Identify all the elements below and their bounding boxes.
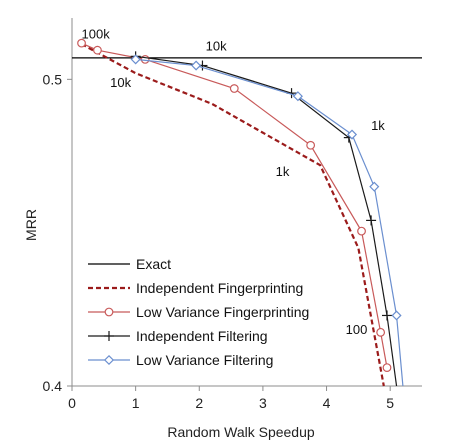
data-point — [229, 84, 239, 93]
x-tick-label: 2 — [195, 395, 203, 411]
legend-item: Low Variance Fingerprinting — [88, 304, 309, 320]
data-point — [306, 140, 316, 150]
series-line — [81, 42, 388, 368]
data-point — [346, 129, 358, 140]
x-axis-title: Random Walk Speedup — [167, 424, 315, 440]
data-point — [376, 327, 386, 337]
annotation-label: 10k — [206, 39, 227, 54]
data-point — [382, 363, 392, 373]
legend-item: Independent Fingerprinting — [88, 280, 303, 296]
data-point — [104, 331, 114, 341]
legend-item: Independent Filtering — [88, 328, 268, 344]
axes: 0 1 2 3 4 5 0.4 0.5 — [43, 18, 422, 411]
x-tick-label: 0 — [68, 395, 76, 411]
annotation-label: 1k — [276, 164, 290, 179]
legend-label: Exact — [136, 256, 171, 272]
data-point — [103, 354, 115, 366]
x-tick-label: 3 — [259, 395, 267, 411]
data-point — [292, 91, 303, 102]
legend-label: Independent Fingerprinting — [136, 280, 303, 296]
data-point — [130, 54, 141, 65]
y-axis-title: MRR — [23, 209, 39, 241]
x-tick-label: 5 — [386, 395, 394, 411]
legend-label: Low Variance Filtering — [136, 352, 273, 368]
annotation-label: 10k — [110, 75, 131, 90]
data-point — [357, 226, 366, 236]
series-layer — [72, 38, 422, 387]
x-tick-label: 1 — [132, 395, 140, 411]
data-point — [382, 310, 392, 321]
legend-label: Independent Filtering — [136, 328, 268, 344]
annotation-label: 1k — [371, 118, 385, 133]
legend: Exact Independent Fingerprinting Low Varia… — [88, 256, 309, 368]
data-point — [191, 60, 202, 71]
x-tick-label: 4 — [323, 395, 331, 411]
data-point — [366, 215, 377, 226]
data-point — [391, 310, 402, 321]
data-point — [369, 181, 380, 192]
y-tick-label: 0.4 — [43, 378, 63, 394]
annotation-label: 100k — [82, 27, 111, 42]
series-1 — [81, 43, 385, 387]
series-4 — [130, 54, 404, 387]
data-point — [77, 38, 86, 48]
legend-item: Low Variance Filtering — [88, 352, 273, 368]
series-line — [81, 43, 385, 387]
annotation-layer: 100k 10k 10k 1k 1k 100 — [82, 27, 386, 337]
legend-item: Exact — [88, 256, 171, 272]
annotation-label: 100 — [346, 322, 368, 337]
legend-label: Low Variance Fingerprinting — [136, 304, 309, 320]
data-point — [93, 45, 102, 55]
data-point — [104, 307, 114, 317]
y-tick-label: 0.5 — [43, 71, 63, 87]
